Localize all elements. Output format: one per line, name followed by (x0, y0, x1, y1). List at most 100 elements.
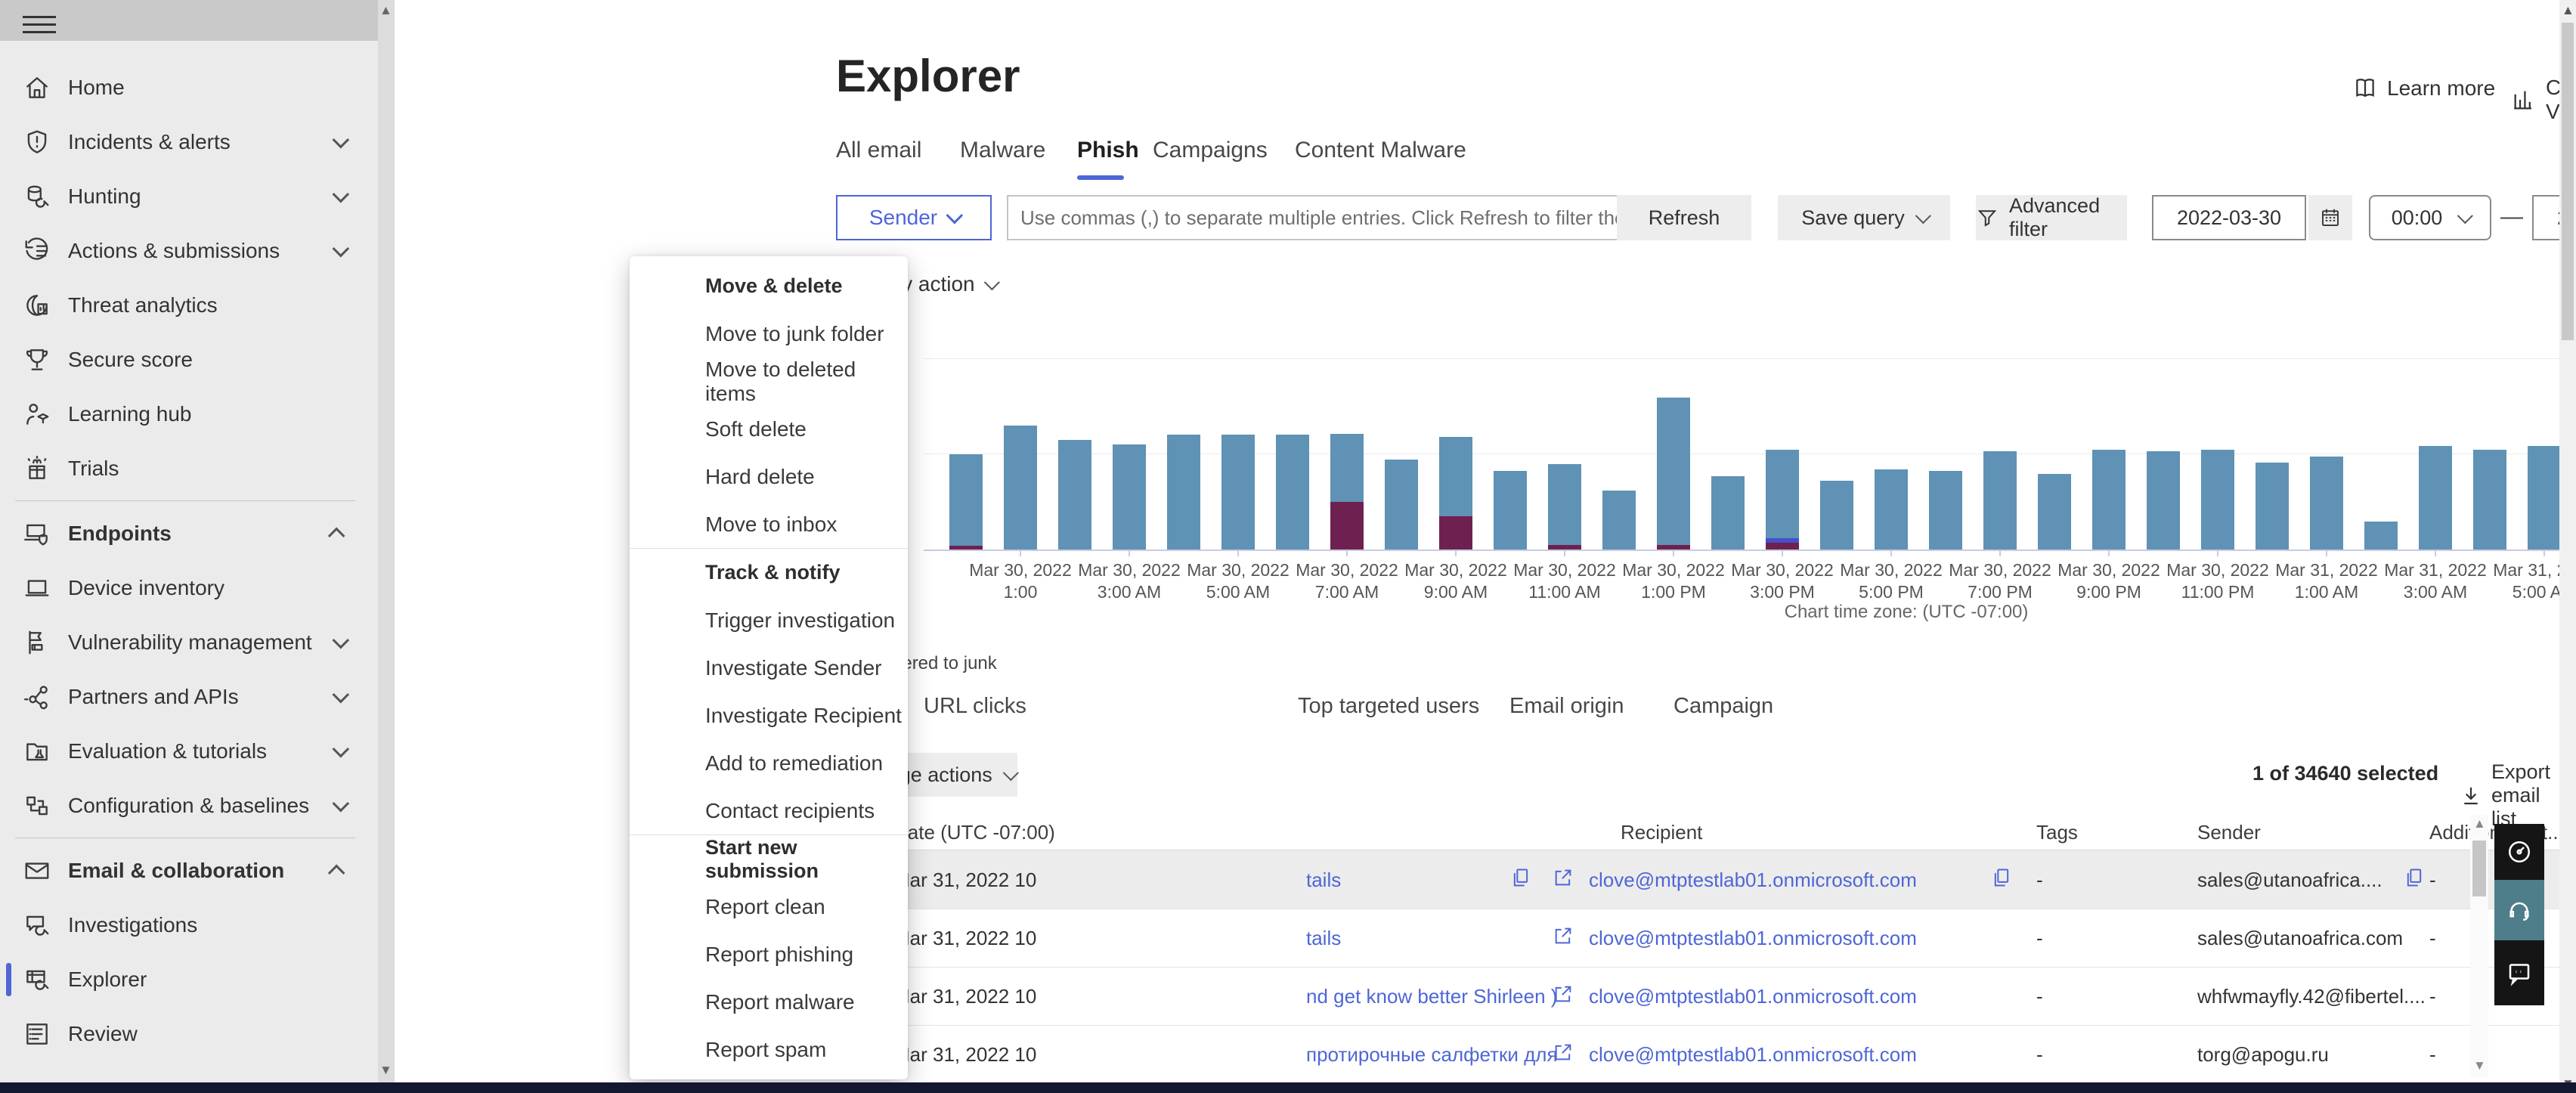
start-date-input[interactable]: 2022-03-30 (2152, 195, 2306, 240)
chart-bar[interactable] (1385, 460, 1418, 550)
tab-all-email[interactable]: All email (836, 138, 921, 163)
chart-bar[interactable] (1657, 398, 1690, 545)
learn-more-button[interactable]: Learn more (2352, 76, 2495, 101)
scroll-down-icon[interactable]: ▼ (379, 1063, 392, 1078)
start-time-select[interactable]: 00:00 (2369, 195, 2491, 240)
start-date-calendar-button[interactable] (2308, 195, 2352, 240)
menu-item-contact-recipients[interactable]: Contact recipients (630, 787, 908, 834)
menu-item-move-to-inbox[interactable]: Move to inbox (630, 500, 908, 548)
menu-item-add-to-remediation[interactable]: Add to remediation (630, 739, 908, 787)
scroll-up-icon[interactable]: ▲ (379, 3, 392, 18)
tab-campaigns[interactable]: Campaigns (1153, 138, 1268, 163)
menu-item-report-spam[interactable]: Report spam (630, 1026, 908, 1073)
column-header-sender[interactable]: Sender (2197, 821, 2261, 844)
sidebar-item-investigations[interactable]: Investigations (0, 898, 378, 952)
chart-bar[interactable] (2147, 451, 2180, 550)
chart-bar[interactable] (2310, 457, 2343, 550)
chart-bar[interactable] (1330, 502, 1364, 550)
open-in-new-icon[interactable] (1553, 867, 1574, 888)
chart-bar[interactable] (1113, 444, 1146, 550)
menu-item-hard-delete[interactable]: Hard delete (630, 453, 908, 500)
filter-field-selector[interactable]: Sender (836, 195, 992, 240)
sidebar-item-vulnerability-management[interactable]: Vulnerability management (0, 615, 378, 670)
tab-phish[interactable]: Phish (1077, 138, 1139, 163)
hamburger-icon[interactable] (23, 11, 56, 30)
sidebar-item-secure-score[interactable]: Secure score (0, 333, 378, 387)
chart-bar[interactable] (1330, 434, 1364, 502)
sidebar-item-evaluation-tutorials[interactable]: Evaluation & tutorials (0, 724, 378, 779)
copy-icon[interactable] (1991, 867, 2012, 888)
chart-bar[interactable] (1167, 435, 1200, 550)
chart-bar[interactable] (1983, 451, 2017, 550)
chart-bar[interactable] (1439, 437, 1472, 516)
menu-item-move-to-deleted-items[interactable]: Move to deleted items (630, 358, 908, 405)
column-header-tags[interactable]: Tags (2036, 821, 2078, 844)
chart-bar[interactable] (2256, 463, 2289, 550)
chart-bar[interactable] (1820, 481, 1853, 550)
refresh-button[interactable]: Refresh (1617, 195, 1751, 240)
chart-bar[interactable] (2201, 450, 2234, 550)
scroll-down-icon[interactable]: ▼ (2473, 1058, 2486, 1073)
table-row[interactable]: Mar 31, 2022 10nd get know better Shirle… (818, 967, 2576, 1026)
sidebar-item-explorer[interactable]: Explorer (0, 952, 378, 1007)
filter-query-input[interactable]: Use commas (,) to separate multiple entr… (1007, 195, 1628, 240)
chart-bar[interactable] (1875, 469, 1908, 550)
sidebar-item-hunting[interactable]: Hunting (0, 169, 378, 224)
menu-item-move-to-junk-folder[interactable]: Move to junk folder (630, 310, 908, 358)
chart-bar[interactable] (1766, 543, 1799, 550)
sidebar-item-endpoints[interactable]: Endpoints (0, 506, 378, 561)
open-in-new-icon[interactable] (1553, 1042, 1574, 1063)
sidebar-item-partners-and-apis[interactable]: Partners and APIs (0, 670, 378, 724)
chart-bar[interactable] (2528, 446, 2561, 550)
result-tab-campaign[interactable]: Campaign (1673, 694, 1773, 719)
page-scrollbar-thumb[interactable] (2562, 23, 2574, 340)
chart-bar[interactable] (2092, 450, 2126, 550)
sidebar-item-configuration-baselines[interactable]: Configuration & baselines (0, 779, 378, 833)
chart-bar[interactable] (1766, 538, 1799, 543)
menu-item-investigate-recipient[interactable]: Investigate Recipient (630, 692, 908, 739)
chart-bar[interactable] (1548, 464, 1581, 544)
menu-item-investigate-sender[interactable]: Investigate Sender (630, 644, 908, 692)
cell-subject-link[interactable]: tails (1306, 927, 1341, 950)
open-in-new-icon[interactable] (1553, 983, 1574, 1005)
chart-bar[interactable] (1494, 471, 1527, 550)
cell-subject-link[interactable]: nd get know better Shirleen ) (1306, 985, 1557, 1008)
cell-recipient-link[interactable]: clove@mtptestlab01.onmicrosoft.com (1589, 869, 1917, 892)
cell-subject-link[interactable]: tails (1306, 869, 1341, 892)
copy-icon[interactable] (1510, 867, 1531, 888)
chart-bar[interactable] (2473, 450, 2506, 550)
table-row[interactable]: ✓Mar 31, 2022 10tailsclove@mtptestlab01.… (818, 850, 2576, 909)
chart-bar[interactable] (949, 546, 983, 550)
table-row[interactable]: Mar 31, 2022 10tailsclove@mtptestlab01.o… (818, 909, 2576, 968)
sidebar-item-review[interactable]: Review (0, 1007, 378, 1061)
cell-recipient-link[interactable]: clove@mtptestlab01.onmicrosoft.com (1589, 1043, 1917, 1067)
chart-bar[interactable] (1711, 476, 1745, 550)
sidebar-item-incidents-alerts[interactable]: Incidents & alerts (0, 115, 378, 169)
headset-button[interactable] (2494, 880, 2544, 940)
sidebar-item-device-inventory[interactable]: Device inventory (0, 561, 378, 615)
menu-item-soft-delete[interactable]: Soft delete (630, 405, 908, 453)
sidebar-item-threat-analytics[interactable]: Threat analytics (0, 278, 378, 333)
open-in-new-icon[interactable] (1553, 925, 1574, 946)
table-row[interactable]: Mar 31, 2022 10протирочные салфетки дляc… (818, 1025, 2576, 1084)
chart-bar[interactable] (1766, 450, 1799, 537)
scroll-up-icon[interactable]: ▲ (2562, 3, 2574, 18)
result-tab-url-clicks[interactable]: URL clicks (924, 694, 1026, 719)
column-header-date-utc-07-00[interactable]: Date (UTC -07:00) (893, 821, 1055, 844)
chart-bar[interactable] (2038, 474, 2071, 550)
chart-bar[interactable] (2364, 522, 2398, 550)
feedback-button[interactable] (2494, 940, 2544, 1005)
table-scrollbar-thumb[interactable] (2472, 841, 2486, 896)
tab-malware[interactable]: Malware (960, 138, 1045, 163)
menu-item-report-phishing[interactable]: Report phishing (630, 930, 908, 978)
sidebar-scrollbar[interactable]: ▲ ▼ (378, 0, 395, 1082)
save-query-button[interactable]: Save query (1778, 195, 1950, 240)
sidebar-item-trials[interactable]: Trials (0, 441, 378, 496)
cell-recipient-link[interactable]: clove@mtptestlab01.onmicrosoft.com (1589, 985, 1917, 1008)
chart-bar[interactable] (1276, 435, 1309, 550)
chart-bar[interactable] (949, 454, 983, 546)
sidebar-item-home[interactable]: Home (0, 60, 378, 115)
chart-bar[interactable] (1929, 471, 1962, 550)
chart-bar[interactable] (1221, 435, 1255, 550)
sidebar-item-email-collaboration[interactable]: Email & collaboration (0, 844, 378, 898)
